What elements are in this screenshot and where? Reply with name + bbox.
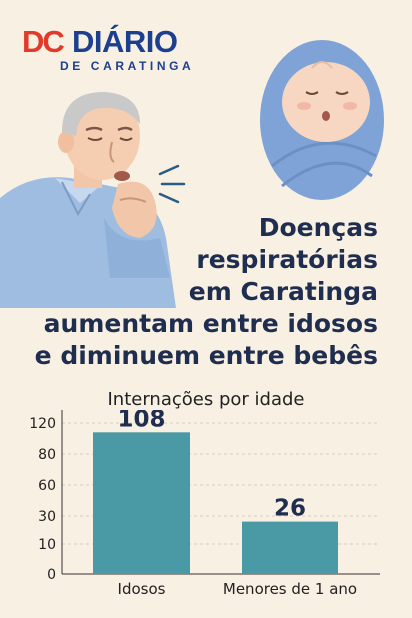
y-tick-label: 0: [47, 567, 56, 583]
chart-title: Internações por idade: [107, 389, 305, 410]
headline-line: e diminuem entre bebês: [34, 341, 378, 370]
y-tick-label: 60: [38, 478, 56, 494]
y-tick-label: 120: [29, 416, 56, 432]
y-tick-label: 80: [38, 447, 56, 463]
logo-subtitle: DE CARATINGA: [60, 59, 195, 73]
headline-line: em Caratinga: [188, 277, 378, 306]
bar-chart: 0 10 30 60 80 120 108 Idosos 26 Menores de 1 ano: [29, 410, 380, 598]
y-tick-label: 30: [38, 509, 56, 525]
data-label: 108: [117, 410, 165, 432]
headline-line: respiratórias: [196, 245, 378, 274]
elderly-man-coughing-illustration: [0, 92, 186, 308]
data-label: 26: [274, 496, 306, 522]
logo-name: DIÁRIO: [72, 24, 178, 59]
bar: [93, 432, 190, 574]
x-tick-label: Menores de 1 ano: [223, 580, 357, 598]
logo-mark: DC: [22, 24, 65, 59]
headline-line: aumentam entre idosos: [43, 309, 378, 338]
x-tick-label: Idosos: [118, 580, 166, 598]
y-tick-label: 10: [38, 537, 56, 553]
swaddled-baby-illustration: [260, 40, 384, 200]
bar: [242, 521, 338, 574]
headline-line: Doenças: [258, 213, 378, 242]
logo: DC DIÁRIO DE CARATINGA: [22, 24, 202, 76]
headline: Doenças respiratórias em Caratinga aumen…: [2, 212, 378, 372]
